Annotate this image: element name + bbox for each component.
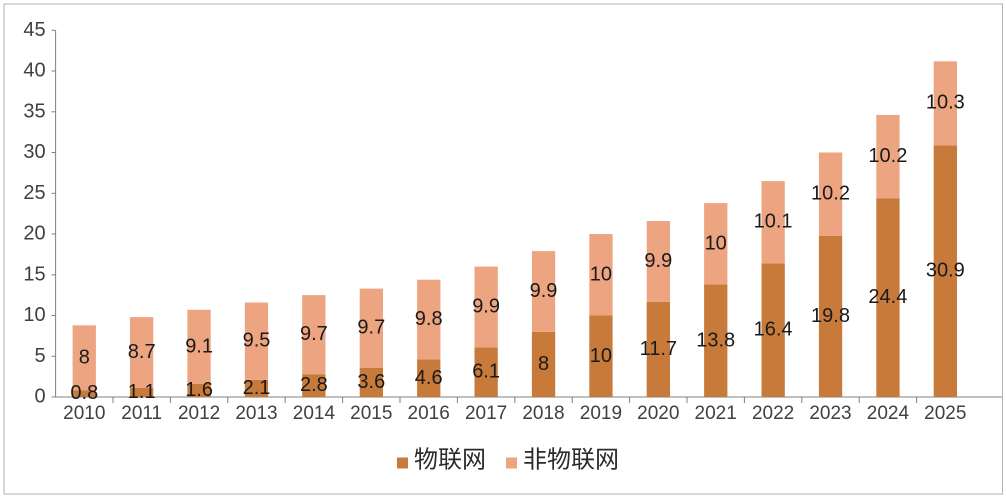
- svg-text:4.6: 4.6: [415, 367, 443, 389]
- svg-text:2018: 2018: [522, 403, 564, 424]
- svg-text:11.7: 11.7: [640, 338, 677, 360]
- svg-text:10.3: 10.3: [926, 92, 965, 114]
- svg-text:19.8: 19.8: [811, 305, 850, 327]
- svg-text:1.1: 1.1: [128, 381, 156, 403]
- svg-text:35: 35: [23, 100, 45, 122]
- svg-text:2.1: 2.1: [243, 377, 271, 399]
- svg-text:2020: 2020: [637, 403, 679, 424]
- svg-text:9.5: 9.5: [243, 330, 271, 352]
- svg-text:2015: 2015: [350, 403, 392, 424]
- svg-text:40: 40: [23, 60, 45, 82]
- svg-text:2022: 2022: [752, 403, 794, 424]
- svg-text:2010: 2010: [63, 403, 105, 424]
- svg-text:3.6: 3.6: [357, 371, 385, 393]
- svg-text:10: 10: [590, 263, 612, 285]
- svg-text:8: 8: [538, 353, 549, 375]
- svg-text:10.2: 10.2: [811, 183, 850, 205]
- svg-text:1.6: 1.6: [185, 379, 213, 401]
- svg-text:9.8: 9.8: [415, 308, 443, 330]
- svg-text:25: 25: [23, 182, 45, 204]
- svg-text:2025: 2025: [924, 403, 966, 424]
- svg-text:2016: 2016: [408, 403, 450, 424]
- svg-text:30: 30: [23, 141, 45, 163]
- svg-text:9.7: 9.7: [357, 317, 385, 339]
- svg-text:16.4: 16.4: [754, 319, 793, 341]
- svg-text:10.1: 10.1: [754, 211, 793, 233]
- svg-text:2011: 2011: [121, 403, 162, 424]
- svg-text:10: 10: [590, 345, 612, 367]
- svg-text:物联网: 物联网: [414, 447, 486, 474]
- svg-text:2019: 2019: [580, 403, 622, 424]
- svg-text:45: 45: [23, 19, 45, 41]
- svg-text:2.8: 2.8: [300, 374, 328, 396]
- svg-text:15: 15: [23, 263, 45, 285]
- svg-text:6.1: 6.1: [472, 361, 500, 383]
- svg-text:8: 8: [79, 346, 90, 368]
- svg-text:30.9: 30.9: [926, 260, 965, 282]
- svg-text:9.9: 9.9: [530, 280, 558, 302]
- svg-text:10.2: 10.2: [868, 145, 907, 167]
- svg-text:9.9: 9.9: [644, 250, 672, 272]
- svg-text:10: 10: [705, 232, 727, 254]
- svg-text:10: 10: [23, 304, 45, 326]
- svg-text:8.7: 8.7: [128, 341, 156, 363]
- svg-text:0.8: 0.8: [70, 382, 98, 404]
- svg-text:2021: 2021: [695, 403, 737, 424]
- svg-text:非物联网: 非物联网: [523, 447, 619, 474]
- svg-text:2013: 2013: [235, 403, 277, 424]
- svg-text:20: 20: [23, 223, 45, 245]
- svg-text:2012: 2012: [178, 403, 220, 424]
- svg-text:13.8: 13.8: [696, 329, 735, 351]
- svg-text:2014: 2014: [293, 403, 336, 424]
- svg-text:2017: 2017: [465, 403, 507, 424]
- svg-text:24.4: 24.4: [868, 286, 907, 308]
- svg-text:0: 0: [34, 386, 45, 408]
- svg-text:9.9: 9.9: [472, 296, 500, 318]
- svg-text:2024: 2024: [867, 403, 910, 424]
- svg-text:9.1: 9.1: [185, 335, 213, 357]
- svg-text:2023: 2023: [809, 403, 851, 424]
- svg-text:9.7: 9.7: [300, 323, 328, 345]
- svg-text:5: 5: [34, 345, 45, 367]
